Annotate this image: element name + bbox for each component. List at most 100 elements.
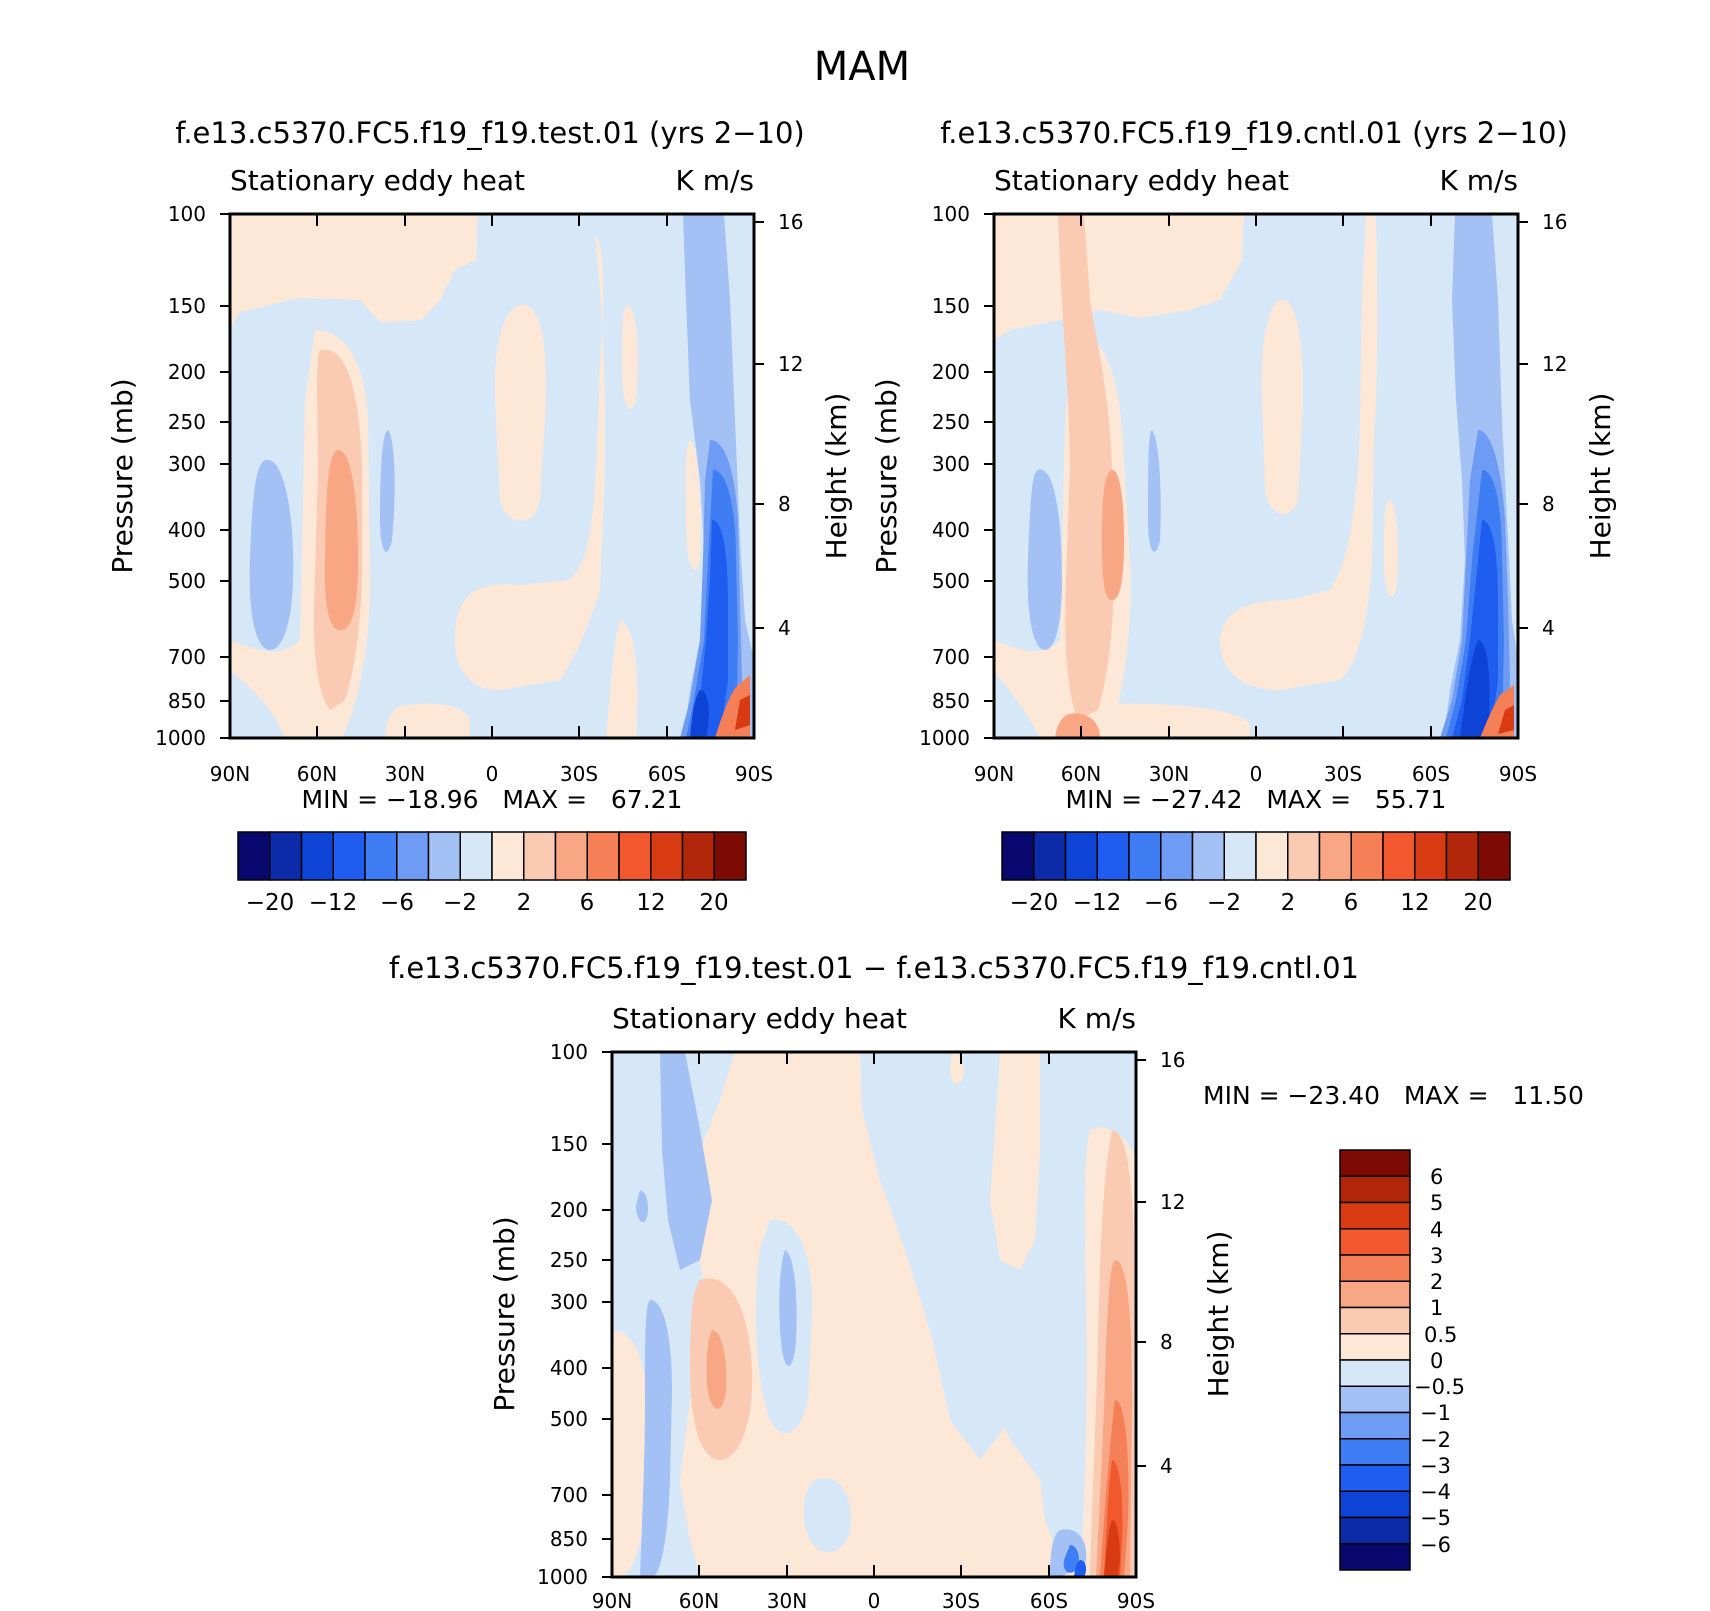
height-tick-label: 8: [778, 492, 791, 516]
lat-tick-label: 60N: [679, 1589, 719, 1611]
colorbar-swatch: [1339, 1254, 1411, 1282]
colorbar-label: 6: [580, 890, 595, 916]
colorbar-label: −0.5: [1414, 1375, 1465, 1399]
height-tick-label: 16: [778, 210, 803, 234]
lat-tick-label: 90S: [735, 762, 773, 786]
pressure-tick-label: 400: [168, 518, 206, 542]
pressure-tick-label: 700: [168, 645, 206, 669]
colorbar-label: 20: [699, 890, 728, 916]
panel-test-pressure-labels: 100 150 200 250 300 400 500 700 850 1000: [155, 202, 206, 750]
colorbar-swatch: [554, 831, 588, 881]
pressure-tick-label: 700: [932, 645, 970, 669]
panel-diff-colorbar: 6 5 4 3 2 1 0.5 0 −0.5 −1 −2 −3 −4 −5 −6: [1339, 1149, 1465, 1571]
pressure-tick-label: 500: [168, 569, 206, 593]
panel-diff-run-title: f.e13.c5370.FC5.f19_f19.test.01 − f.e13.…: [389, 951, 1359, 985]
colorbar-label: 2: [1281, 890, 1296, 916]
colorbar-label: 6: [1344, 890, 1359, 916]
colorbar-label: −1: [1420, 1401, 1451, 1425]
pressure-tick-label: 200: [932, 360, 970, 384]
colorbar-swatch: [1339, 1280, 1411, 1309]
pressure-tick-label: 850: [932, 689, 970, 713]
colorbar-swatch: [713, 831, 747, 881]
colorbar-label: −20: [246, 890, 295, 916]
panel-diff-ylabel: Pressure (mb): [488, 1216, 521, 1411]
colorbar-swatch: [1339, 1516, 1411, 1545]
panel-cntl: f.e13.c5370.FC5.f19_f19.cntl.01 (yrs 2−1…: [870, 116, 1617, 916]
pressure-tick-label: 200: [550, 1198, 588, 1222]
height-tick-label: 8: [1542, 492, 1555, 516]
panel-cntl-x-ticks: [993, 214, 1519, 738]
colorbar-swatch: [523, 831, 557, 881]
colorbar-swatch: [491, 831, 525, 881]
colorbar-swatch: [1339, 1149, 1411, 1177]
lat-tick-label: 0: [486, 762, 499, 786]
pressure-tick-label: 850: [550, 1527, 588, 1551]
lat-tick-label: 60N: [1061, 762, 1101, 786]
pressure-tick-label: 250: [550, 1248, 588, 1272]
panel-cntl-run-title: f.e13.c5370.FC5.f19_f19.cntl.01 (yrs 2−1…: [940, 116, 1568, 150]
colorbar-label: −3: [1420, 1454, 1451, 1478]
lat-tick-label: 90S: [1499, 762, 1537, 786]
panel-diff-pressure-labels: 100 150 200 250 300 400 500 700 850 1000: [537, 1040, 588, 1589]
colorbar-swatch: [586, 831, 620, 881]
height-tick-label: 12: [1542, 352, 1567, 376]
height-tick-label: 16: [1542, 210, 1567, 234]
lat-tick-label: 30N: [1149, 762, 1189, 786]
panel-cntl-field-label: Stationary eddy heat: [994, 164, 1289, 197]
lat-tick-label: 0: [868, 1589, 881, 1611]
colorbar-label: 0: [1430, 1349, 1443, 1373]
colorbar-label: 12: [1400, 890, 1429, 916]
pressure-tick-label: 300: [168, 452, 206, 476]
colorbar-label: −6: [1420, 1533, 1451, 1557]
colorbar-swatch: [1339, 1306, 1411, 1335]
lat-tick-label: 90S: [1117, 1589, 1155, 1611]
colorbar-swatch: [1350, 831, 1384, 881]
colorbar-swatch: [1339, 1333, 1411, 1361]
colorbar-swatch: [396, 831, 430, 881]
colorbar-label: −4: [1420, 1480, 1451, 1504]
colorbar-label: −2: [443, 890, 477, 916]
lat-tick-label: 60N: [297, 762, 337, 786]
colorbar-swatch: [1318, 831, 1352, 881]
pressure-tick-label: 200: [168, 360, 206, 384]
pressure-tick-label: 250: [168, 410, 206, 434]
height-tick-label: 4: [1542, 616, 1555, 640]
colorbar-label: −6: [1144, 890, 1178, 916]
colorbar-swatch: [332, 831, 366, 881]
lat-tick-label: 30N: [385, 762, 425, 786]
panel-diff-field-label: Stationary eddy heat: [612, 1002, 907, 1035]
colorbar-swatch: [1096, 831, 1130, 881]
colorbar-label: 1: [1430, 1296, 1443, 1320]
colorbar-swatch: [1128, 831, 1162, 881]
panel-cntl-lat-labels: 90N 60N 30N 0 30S 60S 90S: [974, 762, 1537, 786]
height-tick-label: 12: [1160, 1190, 1185, 1214]
lat-tick-label: 30N: [767, 1589, 807, 1611]
panel-test-field-label: Stationary eddy heat: [230, 164, 525, 197]
colorbar-swatch: [1160, 831, 1194, 881]
colorbar-swatch: [1339, 1490, 1411, 1519]
colorbar-swatch: [1339, 1543, 1411, 1571]
lat-tick-label: 90N: [974, 762, 1014, 786]
colorbar-swatch: [650, 831, 684, 881]
colorbar-swatch: [364, 831, 398, 881]
colorbar-label: −5: [1420, 1506, 1451, 1530]
colorbar-label: 0.5: [1424, 1323, 1457, 1347]
colorbar-label: −6: [380, 890, 414, 916]
pressure-tick-label: 850: [168, 689, 206, 713]
pressure-tick-label: 1000: [919, 726, 970, 750]
panel-cntl-units-label: K m/s: [1439, 164, 1518, 197]
panel-cntl-y2label: Height (km): [1584, 393, 1617, 560]
colorbar-swatch: [1477, 831, 1511, 881]
colorbar-label: 12: [636, 890, 665, 916]
colorbar-swatch: [1191, 831, 1225, 881]
panel-test-right-ticks: [754, 221, 764, 629]
colorbar-label: −20: [1010, 890, 1059, 916]
pressure-tick-label: 400: [550, 1356, 588, 1380]
pressure-tick-label: 100: [550, 1040, 588, 1064]
colorbar-label: 2: [1430, 1270, 1443, 1294]
pressure-tick-label: 100: [168, 202, 206, 226]
colorbar-swatch: [1339, 1228, 1411, 1256]
lat-tick-label: 90N: [210, 762, 250, 786]
panel-cntl-contour-field: [994, 214, 1518, 738]
panel-cntl-ylabel: Pressure (mb): [870, 378, 903, 573]
